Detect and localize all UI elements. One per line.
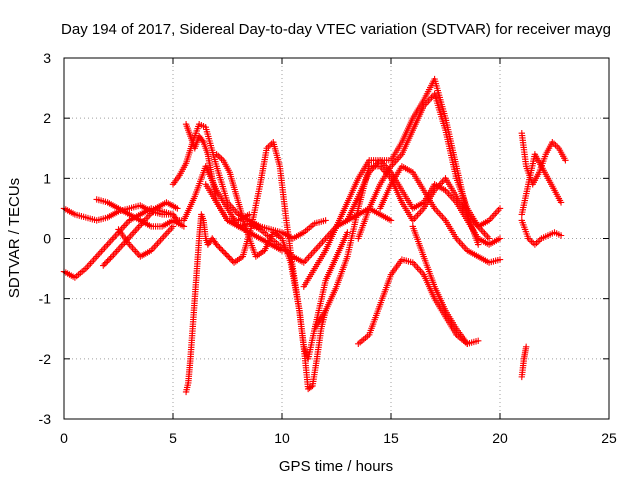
- data-point: [225, 253, 232, 260]
- x-axis-label: GPS time / hours: [279, 458, 393, 475]
- data-point: [528, 238, 535, 245]
- y-tick-label: -1: [39, 291, 52, 307]
- data-point: [496, 256, 504, 263]
- x-tick-label: 0: [60, 430, 68, 446]
- x-tick-label: 5: [169, 430, 177, 446]
- series-track-1: [60, 163, 286, 254]
- y-tick-label: 0: [43, 231, 51, 247]
- data-point: [344, 229, 351, 236]
- x-tick-label: 20: [492, 430, 508, 446]
- x-tick-label: 10: [274, 430, 290, 446]
- series-track-15: [376, 163, 504, 266]
- series-track-3: [93, 196, 188, 230]
- series-track-2: [60, 205, 177, 281]
- data-point: [105, 256, 113, 263]
- data-point: [107, 254, 114, 262]
- data-point: [214, 242, 222, 250]
- series-track-11: [300, 157, 504, 290]
- data-point: [223, 251, 230, 259]
- data-point: [101, 260, 108, 268]
- data-point: [102, 259, 110, 266]
- data-point: [531, 241, 539, 248]
- series-track-19: [518, 151, 565, 218]
- data-point: [322, 217, 329, 224]
- data-point: [266, 142, 274, 149]
- data-point: [307, 383, 315, 391]
- y-tick-label: 2: [43, 110, 51, 126]
- chart-title: Day 194 of 2017, Sidereal Day-to-day VTE…: [61, 21, 611, 38]
- y-tick-label: -2: [39, 351, 52, 367]
- axis-ticks: 0 5 10 15 20 25 -3 -2 -1 0 1 2 3: [39, 50, 617, 446]
- data-point: [222, 250, 229, 257]
- data-point: [227, 256, 235, 263]
- data-point: [215, 152, 222, 159]
- series-track-14: [355, 90, 493, 242]
- data-point: [100, 262, 107, 269]
- data-point: [534, 238, 542, 245]
- series-track-13: [344, 75, 482, 248]
- data-point: [216, 244, 223, 251]
- series-track-5: [115, 223, 177, 260]
- series-track-8: [182, 139, 351, 396]
- x-tick-label: 15: [383, 430, 399, 446]
- data-point: [496, 235, 504, 242]
- data-point: [496, 205, 504, 212]
- y-axis-label: SDTVAR / TECUs: [6, 178, 23, 298]
- data-point: [485, 235, 493, 242]
- data-point: [220, 248, 228, 256]
- data-point: [217, 245, 225, 253]
- data-point: [557, 232, 565, 239]
- series-track-21: [518, 343, 530, 381]
- x-tick-label: 25: [601, 430, 617, 446]
- series-track-18: [518, 130, 569, 188]
- data-point: [169, 223, 177, 230]
- series-track-16: [355, 256, 471, 347]
- data-point: [475, 337, 482, 344]
- data-point: [199, 137, 206, 144]
- data-point: [552, 142, 559, 149]
- data-point: [522, 343, 530, 350]
- data-points: [60, 75, 569, 396]
- data-point: [174, 205, 181, 212]
- series-track-10: [202, 181, 395, 266]
- data-point: [219, 247, 226, 254]
- data-point: [180, 223, 188, 230]
- series-track-4: [100, 199, 181, 269]
- data-point: [213, 241, 220, 248]
- y-tick-label: -3: [39, 411, 52, 427]
- data-point: [475, 241, 482, 248]
- series-track-17: [409, 223, 482, 347]
- data-point: [226, 254, 233, 262]
- series-track-20: [518, 217, 565, 248]
- data-point: [169, 211, 177, 218]
- y-tick-label: 3: [43, 50, 51, 66]
- data-point: [562, 157, 569, 164]
- data-point: [387, 217, 395, 224]
- data-point: [533, 239, 540, 247]
- data-point: [104, 257, 111, 265]
- grid: [64, 58, 609, 419]
- data-point: [557, 199, 565, 206]
- y-tick-label: 1: [43, 170, 51, 186]
